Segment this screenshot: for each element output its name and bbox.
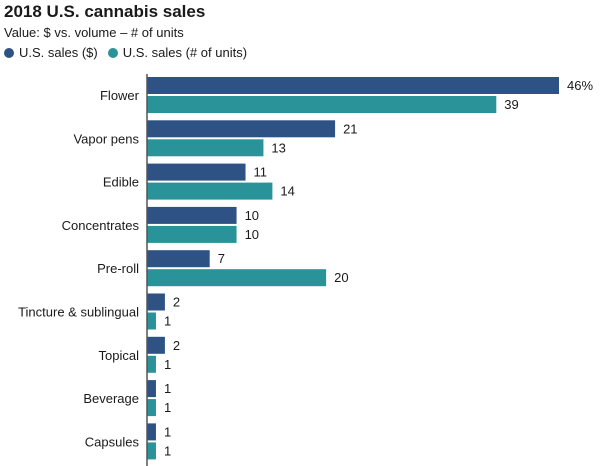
bar-dollars — [147, 250, 210, 268]
bar-units — [147, 225, 237, 243]
data-label: 1 — [164, 357, 171, 372]
data-label: 2 — [173, 338, 180, 353]
bar-dollars — [147, 206, 237, 224]
category-label: Edible — [103, 175, 139, 190]
chart-title: 2018 U.S. cannabis sales — [4, 2, 206, 21]
data-label: 2 — [173, 295, 180, 310]
bar-units — [147, 182, 273, 200]
bar-units — [147, 96, 497, 113]
data-label: 1 — [164, 443, 171, 458]
legend: U.S. sales ($) U.S. sales (# of units) — [4, 45, 257, 60]
data-label: 39 — [504, 97, 518, 112]
bar-units — [147, 399, 156, 417]
data-label: 46% — [567, 78, 593, 93]
category-label: Capsules — [85, 434, 140, 449]
bar-units — [147, 269, 327, 287]
data-label: 20 — [334, 270, 348, 285]
category-label: Concentrates — [62, 218, 140, 233]
category-label: Pre-roll — [97, 261, 139, 276]
bar-dollars — [147, 163, 246, 181]
category-label: Vapor pens — [73, 131, 139, 146]
bar-dollars — [147, 120, 336, 138]
data-label: 1 — [164, 424, 171, 439]
legend-item-units: U.S. sales (# of units) — [107, 45, 248, 60]
chart-subtitle: Value: $ vs. volume – # of units — [4, 25, 184, 40]
bar-units — [147, 355, 156, 373]
bar-dollars — [147, 380, 156, 398]
data-label: 7 — [218, 251, 225, 266]
bar-dollars — [147, 423, 156, 441]
bar-dollars — [147, 293, 165, 311]
data-label: 1 — [164, 400, 171, 415]
legend-swatch-units — [107, 47, 118, 58]
bar-units — [147, 442, 156, 460]
category-label: Beverage — [83, 391, 139, 406]
bar-dollars — [147, 77, 559, 94]
legend-label-dollars: U.S. sales ($) — [19, 45, 98, 60]
data-label: 10 — [245, 227, 259, 242]
data-label: 1 — [164, 314, 171, 329]
legend-swatch-dollars — [4, 47, 14, 58]
data-label: 11 — [254, 165, 267, 180]
data-label: 13 — [271, 140, 285, 155]
data-label: 21 — [343, 121, 357, 136]
bar-units — [147, 312, 156, 330]
bar-dollars — [147, 336, 165, 354]
category-label: Tincture & sublingual — [18, 305, 139, 320]
data-label: 14 — [280, 184, 294, 199]
legend-item-dollars: U.S. sales ($) — [4, 45, 98, 60]
category-label: Flower — [100, 88, 140, 103]
legend-label-units: U.S. sales (# of units) — [122, 45, 248, 60]
data-label: 1 — [164, 381, 171, 396]
bar-units — [147, 139, 264, 157]
data-label: 10 — [245, 208, 259, 223]
category-label: Topical — [99, 348, 140, 363]
